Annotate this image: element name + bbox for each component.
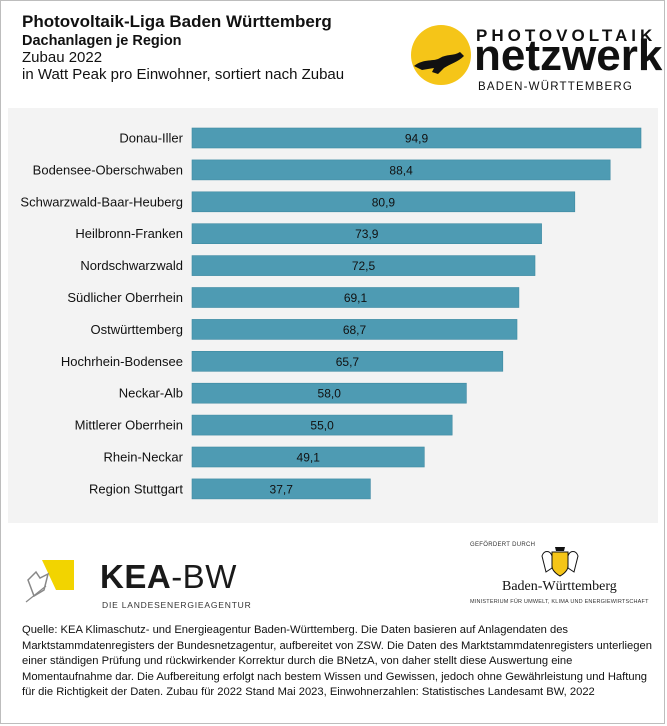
- kea-mark-icon: [25, 554, 82, 603]
- value-label: 94,9: [405, 132, 429, 146]
- photovoltaik-netzwerk-logo: PHOTOVOLTAIK netzwerk BADEN-WÜRTTEMBERG: [408, 18, 663, 98]
- bw-ministry-name: MINISTERIUM FÜR UMWELT, KLIMA UND ENERGI…: [470, 599, 649, 605]
- bar: [191, 127, 642, 149]
- bar: [191, 382, 467, 404]
- value-label: 49,1: [297, 451, 321, 465]
- value-label: 88,4: [389, 163, 413, 177]
- chart-unit-note: in Watt Peak pro Einwohner, sortiert nac…: [22, 66, 345, 84]
- supported-by-label: GEFÖRDERT DURCH: [470, 542, 536, 548]
- sun-lion-icon: [411, 25, 471, 85]
- category-label: Hochrhein-Bodensee: [61, 354, 183, 369]
- pv-logo-top-text: PHOTOVOLTAIK: [476, 26, 657, 45]
- category-label: Mittlerer Oberrhein: [75, 418, 183, 433]
- kea-bw-logo: KEA-BW DIE LANDESENERGIEAGENTUR: [22, 548, 262, 618]
- pv-logo-region-text: BADEN-WÜRTTEMBERG: [478, 81, 633, 93]
- pv-logo-main-text: netzwerk: [474, 31, 663, 80]
- value-label: 37,7: [270, 482, 294, 496]
- source-note: Quelle: KEA Klimaschutz- und Energieagen…: [22, 624, 652, 699]
- value-label: 58,0: [318, 387, 342, 401]
- category-label: Donau-Iller: [119, 131, 183, 146]
- category-label: Schwarzwald-Baar-Heuberg: [20, 194, 183, 209]
- bw-state-name: Baden-Württemberg: [502, 579, 617, 594]
- value-label: 55,0: [310, 419, 334, 433]
- category-label: Rhein-Neckar: [104, 450, 184, 465]
- category-label: Neckar-Alb: [119, 386, 183, 401]
- bar: [191, 351, 504, 372]
- chart-period: Zubau 2022: [22, 49, 103, 67]
- category-label: Ostwürttemberg: [91, 322, 183, 337]
- category-label: Heilbronn-Franken: [75, 226, 183, 241]
- category-label: Region Stuttgart: [89, 481, 183, 496]
- bar: [191, 287, 520, 308]
- chart-title: Photovoltaik-Liga Baden Württemberg: [22, 12, 332, 31]
- bar: [191, 191, 576, 213]
- category-label: Bodensee-Oberschwaben: [33, 162, 183, 177]
- bar: [191, 255, 536, 276]
- baden-wuerttemberg-logo: GEFÖRDERT DURCH Baden-Württemberg MINIST…: [470, 540, 660, 615]
- value-label: 73,9: [355, 227, 379, 241]
- bar: [191, 223, 542, 244]
- category-label: Südlicher Oberrhein: [67, 290, 183, 305]
- value-label: 69,1: [344, 291, 368, 305]
- value-label: 68,7: [343, 323, 367, 337]
- title-block: Photovoltaik-Liga Baden Württemberg Dach…: [22, 12, 344, 84]
- bar: [191, 159, 611, 181]
- bar-chart: Donau-Iller 94,9 Bodensee-Oberschwaben 88,4…: [20, 127, 642, 500]
- bar: [191, 319, 518, 340]
- bar: [191, 414, 453, 436]
- chart-area: Donau-Iller 94,9 Bodensee-Oberschwaben 88,4…: [8, 108, 658, 523]
- bar: [191, 446, 425, 468]
- kea-subtitle: DIE LANDESENERGIEAGENTUR: [102, 600, 252, 610]
- value-label: 80,9: [372, 195, 396, 209]
- value-label: 65,7: [336, 355, 360, 369]
- category-label: Nordschwarzwald: [80, 258, 183, 273]
- bar: [191, 478, 371, 500]
- kea-name: KEA-BW: [100, 558, 237, 595]
- value-label: 72,5: [352, 259, 376, 273]
- chart-subtitle: Dachanlagen je Region: [22, 32, 182, 49]
- coat-of-arms-icon: [541, 547, 579, 577]
